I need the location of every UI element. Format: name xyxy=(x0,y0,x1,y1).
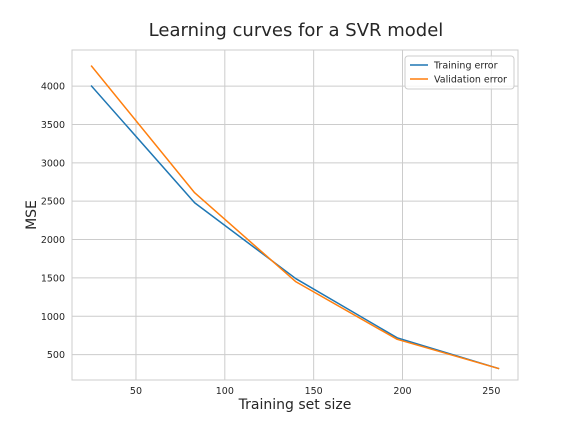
y-axis-label: MSE xyxy=(24,200,40,230)
legend-label-validation-error: Validation error xyxy=(434,75,507,86)
y-tick-label: 4000 xyxy=(41,82,65,93)
y-tick-label: 3000 xyxy=(41,158,65,169)
x-axis-label: Training set size xyxy=(238,397,352,413)
x-tick-label: 200 xyxy=(393,386,411,397)
legend-label-training-error: Training error xyxy=(433,61,498,72)
axis-ticks: 50 100 150 200 250 500 1000 1500 2000 2500 3000 350… xyxy=(41,82,501,397)
x-tick-label: 100 xyxy=(216,386,234,397)
y-tick-label: 2000 xyxy=(41,235,65,246)
series-line-training-error xyxy=(90,85,500,370)
legend: Training error Validation error xyxy=(404,55,515,90)
x-tick-label: 50 xyxy=(130,386,142,397)
legend-box xyxy=(404,55,515,90)
series-line-validation-error xyxy=(90,65,500,370)
y-tick-label: 1000 xyxy=(41,312,65,323)
series-lines xyxy=(90,65,500,370)
y-tick-label: 2500 xyxy=(41,197,65,208)
chart-title: Learning curves for a SVR model xyxy=(149,20,444,41)
y-tick-label: 3500 xyxy=(41,120,65,131)
y-tick-label: 1500 xyxy=(41,273,65,284)
x-tick-label: 150 xyxy=(305,386,323,397)
y-tick-label: 500 xyxy=(47,350,65,361)
plot-background xyxy=(71,49,519,381)
plot-area xyxy=(71,49,519,381)
x-tick-label: 250 xyxy=(482,386,500,397)
grid-lines xyxy=(72,50,518,380)
